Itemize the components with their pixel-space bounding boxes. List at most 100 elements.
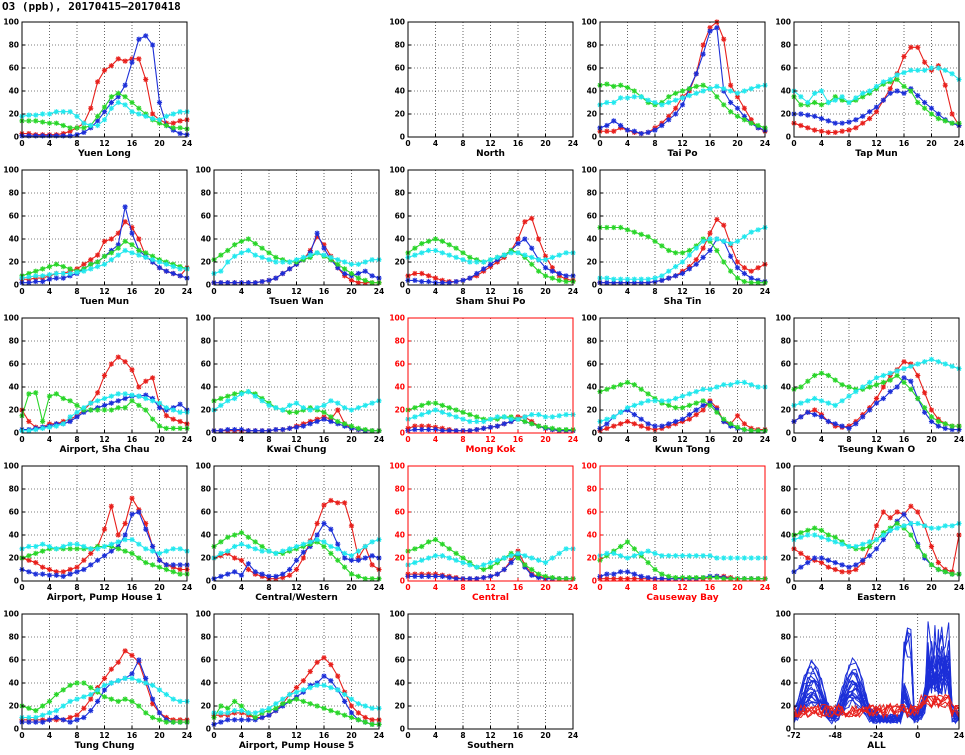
data-point-green (369, 428, 375, 434)
data-point-cyan (95, 398, 101, 404)
data-point-cyan (40, 712, 46, 718)
x-tick-label: 16 (705, 287, 715, 296)
data-point-blue (529, 572, 535, 578)
data-point-blue (805, 112, 811, 118)
data-point-cyan (143, 395, 149, 402)
data-point-cyan (734, 555, 741, 561)
x-tick-label: 0 (791, 139, 796, 148)
data-point-cyan (108, 680, 114, 686)
data-point-cyan (170, 407, 176, 413)
data-point-cyan (618, 95, 624, 101)
data-point-blue (53, 572, 59, 578)
y-tick-label: 0 (592, 133, 597, 142)
x-tick-label: 4 (625, 435, 630, 444)
x-tick-label: 24 (374, 583, 384, 592)
data-point-red (88, 105, 94, 111)
data-point-green (922, 105, 928, 111)
data-point-cyan (74, 696, 80, 702)
data-point-red (515, 236, 521, 242)
data-point-green (686, 574, 692, 581)
data-point-cyan (638, 94, 644, 100)
y-tick-label: 20 (201, 258, 211, 267)
data-point-blue (536, 574, 542, 581)
data-point-cyan (935, 65, 941, 71)
data-point-green (143, 710, 149, 716)
data-point-blue (686, 412, 692, 418)
data-point-blue (26, 719, 32, 725)
data-point-cyan (170, 111, 176, 117)
y-tick-label: 0 (14, 725, 19, 734)
data-point-green (453, 407, 459, 413)
data-point-cyan (522, 414, 528, 420)
data-point-blue (115, 398, 121, 404)
data-point-cyan (439, 250, 445, 256)
data-point-red (163, 413, 169, 419)
data-point-green (645, 234, 651, 240)
x-tick-label: 8 (74, 435, 79, 444)
data-point-green (679, 250, 686, 256)
data-point-cyan (335, 400, 341, 406)
panel-title: Central/Western (255, 593, 338, 603)
data-point-red (873, 523, 880, 529)
data-point-blue (515, 241, 521, 247)
data-point-cyan (467, 259, 473, 265)
data-point-blue (798, 564, 804, 570)
data-point-blue (156, 265, 163, 271)
data-point-blue (88, 708, 94, 714)
data-point-blue (328, 418, 334, 425)
x-tick-label: 0 (19, 435, 24, 444)
x-tick-label: 24 (568, 583, 578, 592)
data-point-cyan (734, 238, 741, 244)
data-point-cyan (40, 541, 46, 547)
data-point-green (721, 576, 727, 582)
y-tick-label: 40 (781, 383, 791, 392)
data-point-blue (446, 280, 452, 286)
data-point-cyan (46, 272, 53, 278)
data-point-green (922, 405, 928, 411)
data-point-blue (122, 82, 128, 88)
data-point-blue (252, 280, 258, 286)
data-point-red (935, 560, 941, 566)
data-point-red (693, 257, 699, 263)
data-point-cyan (922, 523, 928, 529)
y-tick-label: 20 (395, 258, 405, 267)
data-point-red (818, 128, 825, 134)
x-tick-label: 24 (954, 139, 964, 148)
y-tick-label: 40 (587, 87, 597, 96)
data-point-blue (666, 275, 672, 281)
data-point-cyan (700, 553, 706, 559)
data-point-blue (522, 236, 528, 242)
y-tick-label: 60 (395, 212, 405, 221)
data-point-green (700, 82, 706, 88)
data-point-green (673, 250, 679, 256)
data-point-blue (88, 562, 94, 568)
data-point-cyan (508, 250, 514, 256)
x-tick-label: 20 (926, 583, 936, 592)
y-tick-label: 100 (195, 314, 211, 323)
data-point-green (355, 275, 361, 281)
data-point-green (949, 571, 955, 577)
data-point-red (922, 390, 928, 396)
data-point-blue (915, 93, 921, 99)
data-point-red (177, 118, 183, 124)
y-tick-label: 80 (9, 485, 19, 494)
data-point-red (81, 261, 87, 267)
data-point-green (624, 379, 631, 385)
data-point-cyan (638, 276, 644, 282)
x-tick-label: 4 (239, 287, 244, 296)
data-point-cyan (177, 409, 183, 415)
data-point-blue (355, 557, 361, 563)
data-point-green (67, 266, 73, 272)
data-point-red (618, 421, 624, 427)
data-point-cyan (755, 384, 761, 390)
data-point-cyan (666, 553, 672, 559)
data-point-green (129, 398, 135, 404)
data-point-cyan (700, 88, 706, 94)
data-point-cyan (177, 698, 183, 704)
y-tick-label: 40 (201, 531, 211, 540)
data-point-cyan (170, 696, 176, 702)
data-point-cyan (232, 395, 238, 402)
data-point-green (460, 409, 466, 415)
y-tick-label: 20 (9, 258, 19, 267)
